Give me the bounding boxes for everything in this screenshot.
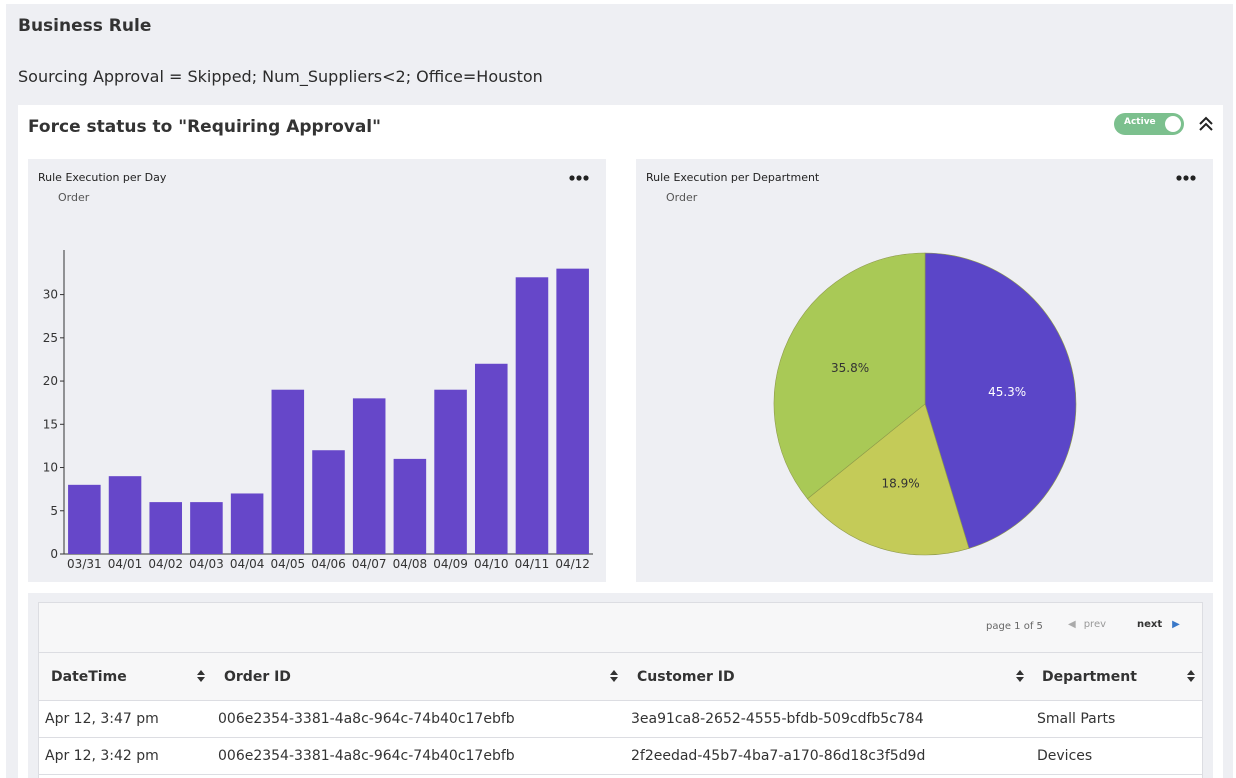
sort-icon[interactable] [609, 669, 619, 683]
cell-order-id: 006e2354-3381-4a8c-964c-74b40c17ebfb [218, 748, 515, 764]
active-toggle-label: Active [1124, 117, 1156, 127]
rule-card: Force status to "Requiring Approval" Act… [18, 105, 1223, 778]
chevron-double-up-icon[interactable] [1196, 113, 1216, 135]
rule-card-title: Force status to "Requiring Approval" [28, 117, 381, 137]
cell-department: Small Parts [1037, 711, 1116, 727]
column-header-order-id[interactable]: Order ID [224, 669, 291, 685]
table-row[interactable]: Apr 12, 3:47 pm 006e2354-3381-4a8c-964c-… [39, 701, 1202, 738]
y-tick-label: 20 [43, 374, 58, 388]
pie-slice-label: 35.8% [831, 361, 869, 375]
column-header-department[interactable]: Department [1042, 669, 1137, 685]
x-tick-label: 03/31 [67, 557, 102, 571]
business-rule-panel: Business Rule Sourcing Approval = Skippe… [6, 4, 1233, 778]
x-tick-label: 04/03 [189, 557, 224, 571]
y-tick-label: 5 [50, 504, 58, 518]
bar[interactable] [556, 268, 589, 554]
bar-chart-legend: Order [58, 191, 90, 204]
bar[interactable] [68, 484, 101, 554]
cell-datetime: Apr 12, 3:47 pm [45, 711, 159, 727]
bar[interactable] [190, 502, 223, 554]
rule-definition: Sourcing Approval = Skipped; Num_Supplie… [18, 67, 543, 86]
chevron-left-icon: ◀ [1068, 619, 1076, 630]
pie-slice-label: 18.9% [882, 476, 920, 490]
pie-chart-legend: Order [666, 191, 698, 204]
table-row[interactable]: Apr 12, 3:42 pm 006e2354-3381-4a8c-964c-… [39, 738, 1202, 775]
bar-chart: 0 5 10 15 20 25 30 03/31 04/01 04/02 04/03 04/04 04/… [43, 250, 593, 571]
x-tick-label: 04/09 [433, 557, 468, 571]
pager-bar: page 1 of 5 ◀ prev next ▶ [39, 603, 1202, 653]
cell-customer-id: 3ea91ca8-2652-4555-bfdb-509cdfb5c784 [631, 711, 924, 727]
sort-icon[interactable] [196, 669, 206, 683]
x-tick-label: 04/01 [108, 557, 143, 571]
x-tick-label: 04/12 [555, 557, 590, 571]
more-horizontal-icon[interactable] [1175, 173, 1197, 183]
y-tick-label: 30 [43, 288, 58, 302]
next-button[interactable]: next ▶ [1137, 619, 1180, 630]
chevron-right-icon: ▶ [1172, 619, 1180, 630]
next-label: next [1137, 619, 1163, 630]
x-tick-label: 04/06 [311, 557, 346, 571]
y-tick-label: 0 [50, 547, 58, 561]
active-toggle[interactable]: Active [1114, 113, 1184, 135]
x-tick-label: 04/11 [515, 557, 550, 571]
bar[interactable] [108, 476, 142, 554]
executions-table: page 1 of 5 ◀ prev next ▶ DateTime Order I… [38, 602, 1203, 778]
sort-icon[interactable] [1015, 669, 1025, 683]
column-header-datetime[interactable]: DateTime [51, 669, 127, 685]
y-tick-label: 10 [43, 461, 58, 475]
pie-chart-title: Rule Execution per Department [646, 171, 820, 184]
bar-chart-panel: Rule Execution per Day Order 0 5 10 15 20 25 3… [28, 159, 606, 582]
x-tick-label: 04/07 [352, 557, 387, 571]
executions-table-card: page 1 of 5 ◀ prev next ▶ DateTime Order I… [28, 593, 1213, 778]
column-header-customer-id[interactable]: Customer ID [637, 669, 735, 685]
more-horizontal-icon[interactable] [568, 173, 590, 183]
x-tick-label: 04/05 [271, 557, 306, 571]
bar[interactable] [230, 493, 264, 554]
bar-chart-title: Rule Execution per Day [38, 171, 167, 184]
cell-customer-id: 2f2eedad-45b7-4ba7-a170-86d18c3f5d9d [631, 748, 926, 764]
x-tick-label: 04/04 [230, 557, 265, 571]
y-tick-label: 25 [43, 331, 58, 345]
pie-slice-label: 45.3% [988, 385, 1026, 399]
table-header: DateTime Order ID Customer ID Department [39, 653, 1202, 701]
page-title: Business Rule [18, 16, 152, 36]
pie-slice[interactable] [807, 403, 970, 556]
pie-slice[interactable] [924, 252, 1077, 549]
bar[interactable] [474, 363, 508, 554]
toggle-knob [1165, 116, 1181, 132]
pie-chart: 45.3% 18.9% 35.8% [773, 252, 1077, 556]
pie-slice[interactable] [773, 252, 926, 500]
x-tick-label: 04/10 [474, 557, 509, 571]
bar[interactable] [515, 277, 549, 554]
cell-department: Devices [1037, 748, 1093, 764]
bar[interactable] [149, 502, 183, 554]
bar[interactable] [434, 389, 467, 554]
x-tick-label: 04/08 [393, 557, 428, 571]
cell-order-id: 006e2354-3381-4a8c-964c-74b40c17ebfb [218, 711, 515, 727]
bar[interactable] [312, 450, 345, 554]
bar[interactable] [271, 389, 305, 554]
sort-icon[interactable] [1186, 669, 1196, 683]
prev-button[interactable]: ◀ prev [1068, 619, 1106, 630]
page-info: page 1 of 5 [986, 621, 1043, 632]
prev-label: prev [1083, 619, 1107, 630]
bar[interactable] [393, 458, 427, 554]
pie-chart-panel: Rule Execution per Department Order 45.3… [636, 159, 1213, 582]
cell-datetime: Apr 12, 3:42 pm [45, 748, 159, 764]
x-tick-label: 04/02 [148, 557, 183, 571]
bar[interactable] [352, 398, 386, 554]
y-tick-label: 15 [43, 417, 58, 431]
